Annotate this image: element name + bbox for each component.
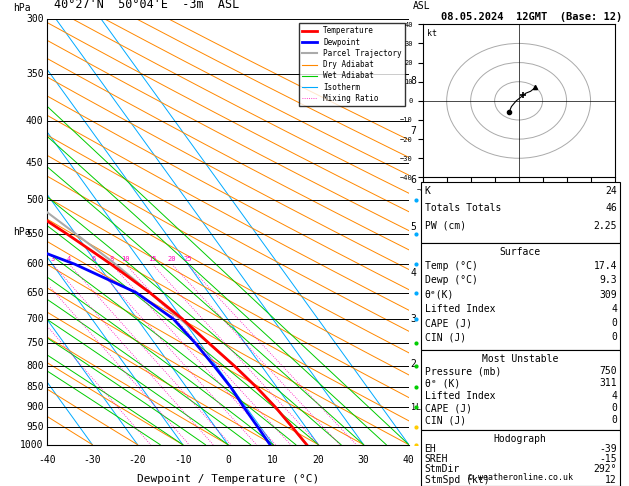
Text: 0: 0 bbox=[611, 416, 617, 425]
Text: 750: 750 bbox=[599, 366, 617, 376]
Text: 6: 6 bbox=[411, 174, 416, 185]
Text: 800: 800 bbox=[26, 361, 43, 371]
Text: -39: -39 bbox=[599, 444, 617, 454]
Text: km
ASL: km ASL bbox=[413, 0, 430, 11]
Text: 500: 500 bbox=[26, 195, 43, 205]
Text: -10: -10 bbox=[174, 455, 192, 465]
Text: 8: 8 bbox=[411, 76, 416, 86]
Text: Mixing Ratio (g/kg): Mixing Ratio (g/kg) bbox=[433, 185, 442, 279]
Text: 20: 20 bbox=[313, 455, 325, 465]
Text: 30: 30 bbox=[358, 455, 369, 465]
Text: 5: 5 bbox=[411, 222, 416, 232]
Legend: Temperature, Dewpoint, Parcel Trajectory, Dry Adiabat, Wet Adiabat, Isotherm, Mi: Temperature, Dewpoint, Parcel Trajectory… bbox=[299, 23, 405, 106]
Text: 4: 4 bbox=[611, 391, 617, 401]
Text: Totals Totals: Totals Totals bbox=[425, 204, 501, 213]
Text: 1000: 1000 bbox=[20, 440, 43, 450]
Text: 1LCL: 1LCL bbox=[411, 403, 431, 412]
Text: SREH: SREH bbox=[425, 454, 448, 464]
Text: 3: 3 bbox=[50, 256, 55, 262]
Text: 0: 0 bbox=[611, 318, 617, 328]
Text: Lifted Index: Lifted Index bbox=[425, 391, 495, 401]
Text: Temp (°C): Temp (°C) bbox=[425, 261, 477, 271]
Text: 4: 4 bbox=[611, 304, 617, 314]
Text: Lifted Index: Lifted Index bbox=[425, 304, 495, 314]
Text: 20: 20 bbox=[168, 256, 176, 262]
Text: Most Unstable: Most Unstable bbox=[482, 354, 559, 364]
Text: StmDir: StmDir bbox=[425, 465, 460, 474]
Text: EH: EH bbox=[425, 444, 437, 454]
Text: © weatheronline.co.uk: © weatheronline.co.uk bbox=[468, 473, 572, 482]
Text: -40: -40 bbox=[38, 455, 56, 465]
Text: 15: 15 bbox=[148, 256, 157, 262]
Text: 0: 0 bbox=[611, 403, 617, 413]
Text: 2.25: 2.25 bbox=[594, 221, 617, 231]
Text: 17.4: 17.4 bbox=[594, 261, 617, 271]
Text: 650: 650 bbox=[26, 288, 43, 297]
Text: PW (cm): PW (cm) bbox=[425, 221, 465, 231]
Text: 10: 10 bbox=[267, 455, 279, 465]
Text: 9.3: 9.3 bbox=[599, 276, 617, 285]
Text: CAPE (J): CAPE (J) bbox=[425, 403, 472, 413]
Text: 750: 750 bbox=[26, 338, 43, 348]
Text: 2: 2 bbox=[411, 359, 416, 369]
Text: 450: 450 bbox=[26, 157, 43, 168]
Text: hPa: hPa bbox=[13, 227, 31, 237]
Text: Dewp (°C): Dewp (°C) bbox=[425, 276, 477, 285]
Text: 850: 850 bbox=[26, 382, 43, 392]
Text: 0: 0 bbox=[611, 332, 617, 343]
Text: 8: 8 bbox=[109, 256, 114, 262]
Text: 08.05.2024  12GMT  (Base: 12): 08.05.2024 12GMT (Base: 12) bbox=[441, 12, 622, 22]
Text: kt: kt bbox=[426, 29, 437, 38]
Text: Pressure (mb): Pressure (mb) bbox=[425, 366, 501, 376]
Text: 311: 311 bbox=[599, 379, 617, 388]
Text: 700: 700 bbox=[26, 313, 43, 324]
Text: Hodograph: Hodograph bbox=[494, 434, 547, 444]
Text: 400: 400 bbox=[26, 116, 43, 126]
Text: θᵉ (K): θᵉ (K) bbox=[425, 379, 460, 388]
Text: 550: 550 bbox=[26, 228, 43, 239]
Text: 4: 4 bbox=[67, 256, 72, 262]
Text: -15: -15 bbox=[599, 454, 617, 464]
Text: Dewpoint / Temperature (°C): Dewpoint / Temperature (°C) bbox=[137, 474, 319, 485]
Text: CAPE (J): CAPE (J) bbox=[425, 318, 472, 328]
Text: StmSpd (kt): StmSpd (kt) bbox=[425, 475, 489, 485]
Text: hPa: hPa bbox=[13, 3, 31, 13]
Text: 12: 12 bbox=[605, 475, 617, 485]
Text: 309: 309 bbox=[599, 290, 617, 300]
Text: θᵉ(K): θᵉ(K) bbox=[425, 290, 454, 300]
Text: 24: 24 bbox=[605, 186, 617, 196]
Text: 3: 3 bbox=[411, 313, 416, 324]
Text: 6: 6 bbox=[91, 256, 96, 262]
Text: CIN (J): CIN (J) bbox=[425, 416, 465, 425]
Text: 46: 46 bbox=[605, 204, 617, 213]
Text: 950: 950 bbox=[26, 421, 43, 432]
Text: 4: 4 bbox=[411, 268, 416, 278]
Text: 7: 7 bbox=[411, 126, 416, 137]
Text: 292°: 292° bbox=[594, 465, 617, 474]
Text: 900: 900 bbox=[26, 402, 43, 413]
Text: 25: 25 bbox=[183, 256, 192, 262]
Text: -20: -20 bbox=[129, 455, 147, 465]
Text: Surface: Surface bbox=[499, 247, 541, 257]
Text: 350: 350 bbox=[26, 69, 43, 79]
Text: -30: -30 bbox=[84, 455, 101, 465]
Text: 40°27'N  50°04'E  -3m  ASL: 40°27'N 50°04'E -3m ASL bbox=[54, 0, 240, 11]
Text: 10: 10 bbox=[121, 256, 130, 262]
Text: CIN (J): CIN (J) bbox=[425, 332, 465, 343]
Text: K: K bbox=[425, 186, 430, 196]
Text: 300: 300 bbox=[26, 15, 43, 24]
Text: 0: 0 bbox=[225, 455, 231, 465]
Text: 600: 600 bbox=[26, 259, 43, 269]
Text: 40: 40 bbox=[403, 455, 415, 465]
